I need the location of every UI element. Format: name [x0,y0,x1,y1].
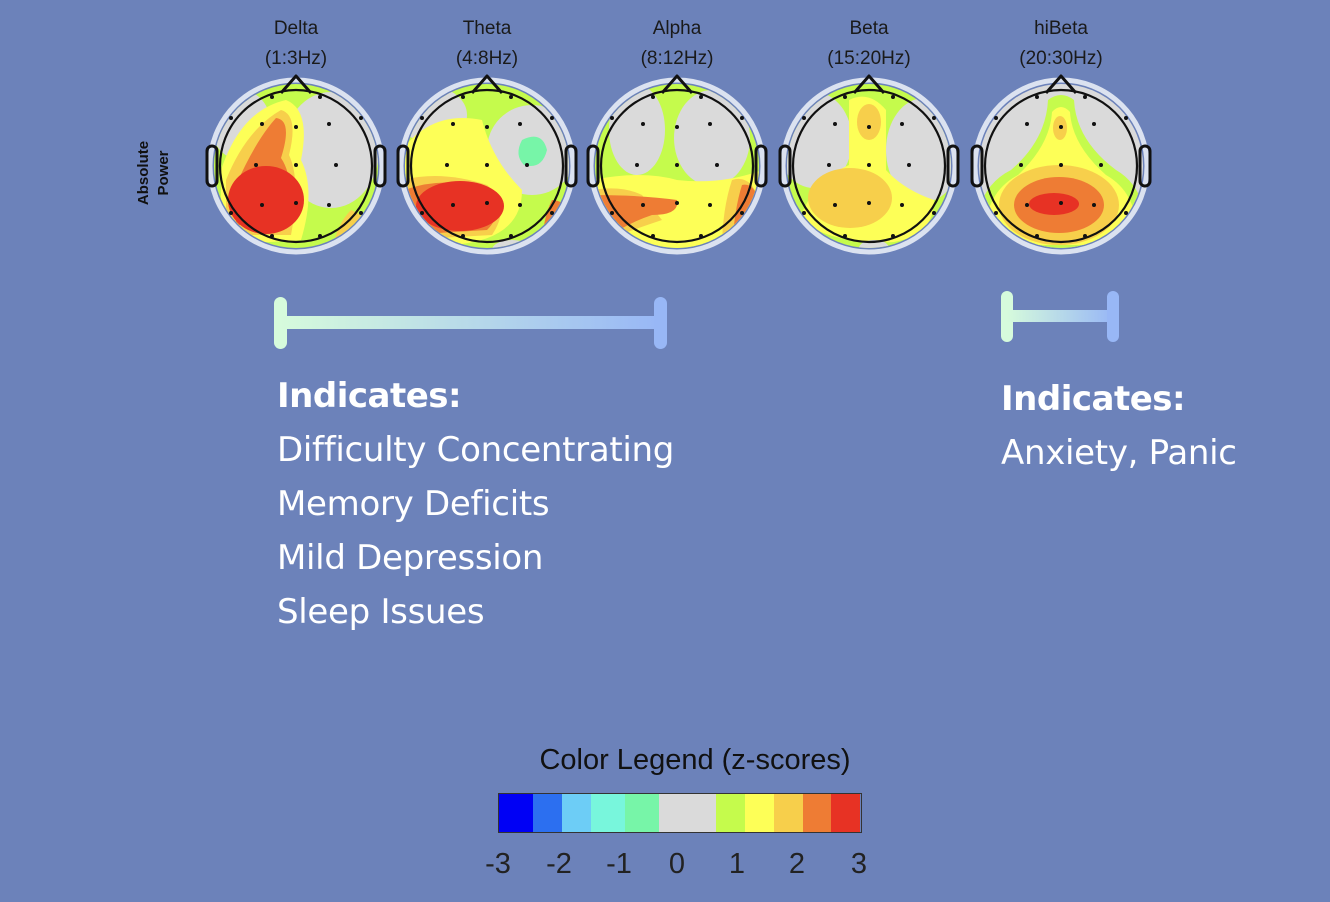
topomap-alpha [582,70,772,260]
band-name: Delta [273,18,319,39]
legend-swatch [533,794,562,832]
legend-tick-label: -2 [546,848,572,880]
band-name: Theta [462,18,512,39]
legend-swatch [625,794,659,832]
topomap-theta [392,70,582,260]
band-title-delta: Delta (1:3Hz) [216,14,376,74]
band-title-alpha: Alpha (8:12Hz) [597,14,757,74]
band-title-beta: Beta (15:20Hz) [789,14,949,74]
bracket-hibeta-band [1001,291,1121,343]
legend-swatch [716,794,745,832]
legend-ticks: -3 -2 -1 0 1 2 3 [470,848,890,888]
band-range: (1:3Hz) [264,48,328,69]
band-name: Beta [849,18,889,39]
legend-tick-label: -3 [485,848,511,880]
legend-swatch [591,794,625,832]
band-range: (8:12Hz) [640,48,714,69]
indication-item: Anxiety, Panic [1001,433,1237,473]
legend-swatch [562,794,591,832]
band-range: (15:20Hz) [827,48,911,69]
legend-swatch [803,794,831,832]
y-axis-label-line2: Power [155,150,172,196]
band-range: (4:8Hz) [455,48,519,69]
legend-tick-label: 3 [850,848,868,880]
legend-tick-label: -1 [606,848,632,880]
legend-swatch [831,794,860,832]
y-axis-label-line1: Absolute [135,140,152,206]
legend-title: Color Legend (z-scores) [539,744,851,776]
indicates-low-frequency: Indicates: Difficulty Concentrating Memo… [277,369,674,639]
topomap-beta [774,70,964,260]
indicates-hibeta: Indicates: Anxiety, Panic [1001,372,1237,480]
legend-tick-label: 0 [668,848,686,880]
topomap-hibeta [966,70,1156,260]
indication-item: Sleep Issues [277,592,485,632]
topomap-delta [201,70,391,260]
color-legend-bar [498,793,862,833]
legend-swatch [774,794,803,832]
legend-swatch [745,794,774,832]
indication-item: Memory Deficits [277,484,550,524]
legend-swatch [659,794,716,832]
y-axis-label: Absolute Power [122,128,182,224]
band-title-hibeta: hiBeta (20:30Hz) [981,14,1141,74]
legend-swatch [499,794,533,832]
band-range: (20:30Hz) [1019,48,1103,69]
indication-item: Mild Depression [277,538,544,578]
indication-item: Difficulty Concentrating [277,430,675,470]
legend-tick-label: 2 [788,848,806,880]
band-name: hiBeta [1034,18,1088,39]
band-title-theta: Theta (4:8Hz) [407,14,567,74]
indicates-heading: Indicates: [277,376,462,416]
band-name: Alpha [652,18,702,39]
indicates-heading: Indicates: [1001,379,1186,419]
bracket-low-frequency-bands [274,297,668,350]
legend-tick-label: 1 [728,848,746,880]
